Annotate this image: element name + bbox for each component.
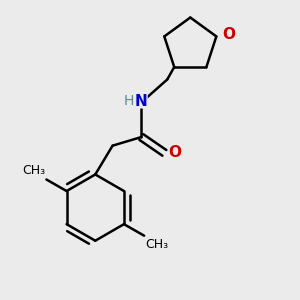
Text: CH₃: CH₃ <box>22 164 45 177</box>
Text: O: O <box>169 146 182 160</box>
Text: N: N <box>135 94 148 109</box>
Text: H: H <box>124 94 134 108</box>
Text: CH₃: CH₃ <box>146 238 169 251</box>
Text: O: O <box>222 28 235 43</box>
